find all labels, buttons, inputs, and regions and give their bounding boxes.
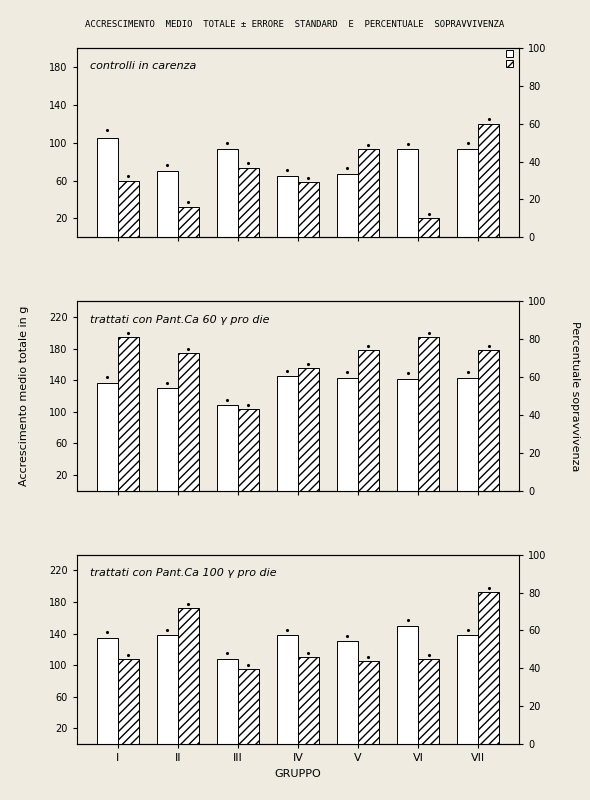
Bar (397, 626, 418, 744)
Bar (97, 138, 118, 238)
Bar (298, 368, 319, 490)
Bar (178, 207, 199, 238)
Legend: , : , (505, 48, 515, 70)
Bar (337, 174, 358, 238)
Text: Accrescimento medio totale in g: Accrescimento medio totale in g (19, 306, 28, 486)
Bar (217, 406, 238, 490)
Bar (337, 378, 358, 490)
Bar (478, 592, 499, 744)
Bar (277, 176, 298, 238)
Bar (418, 218, 439, 238)
Bar (277, 376, 298, 490)
Bar (238, 669, 259, 744)
Bar (178, 353, 199, 490)
Text: Percentuale sopravvivenza: Percentuale sopravvivenza (571, 321, 580, 471)
Bar (97, 638, 118, 744)
Text: ACCRESCIMENTO  MEDIO  TOTALE ± ERRORE  STANDARD  E  PERCENTUALE  SOPRAVVIVENZA: ACCRESCIMENTO MEDIO TOTALE ± ERRORE STAN… (86, 20, 504, 29)
Bar (358, 150, 379, 238)
Bar (337, 642, 358, 744)
X-axis label: GRUPPO: GRUPPO (274, 769, 322, 778)
Text: trattati con Pant.Ca 60 γ pro die: trattati con Pant.Ca 60 γ pro die (90, 314, 270, 325)
Bar (457, 378, 478, 490)
Bar (217, 659, 238, 744)
Bar (457, 150, 478, 238)
Bar (157, 388, 178, 490)
Bar (397, 378, 418, 490)
Bar (97, 382, 118, 490)
Bar (397, 150, 418, 238)
Bar (238, 410, 259, 490)
Text: trattati con Pant.Ca 100 γ pro die: trattati con Pant.Ca 100 γ pro die (90, 568, 277, 578)
Bar (418, 337, 439, 490)
Bar (118, 181, 139, 238)
Bar (118, 337, 139, 490)
Bar (298, 658, 319, 744)
Bar (178, 607, 199, 744)
Bar (118, 659, 139, 744)
Bar (298, 182, 319, 238)
Bar (457, 635, 478, 744)
Bar (358, 661, 379, 744)
Bar (478, 124, 499, 238)
Bar (358, 350, 379, 490)
Bar (277, 635, 298, 744)
Bar (418, 659, 439, 744)
Bar (478, 350, 499, 490)
Bar (217, 150, 238, 238)
Text: controlli in carenza: controlli in carenza (90, 62, 196, 71)
Bar (157, 635, 178, 744)
Bar (157, 171, 178, 238)
Bar (238, 168, 259, 238)
